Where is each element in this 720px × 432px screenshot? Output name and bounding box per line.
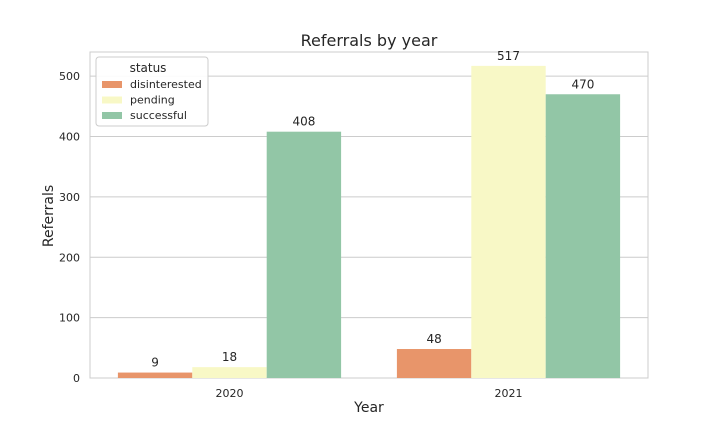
chart-title: Referrals by year	[301, 31, 438, 50]
legend-swatch-disinterested	[102, 81, 122, 88]
y-tick-label: 300	[59, 191, 80, 204]
bar-disinterested-2020	[117, 372, 193, 378]
bar-successful-2021	[545, 94, 621, 378]
legend-label-successful: successful	[130, 109, 187, 122]
data-label: 9	[151, 356, 159, 370]
y-tick-label: 100	[59, 312, 80, 325]
bar-successful-2020	[266, 131, 342, 378]
legend-title: status	[130, 61, 167, 75]
y-axis-title: Referrals	[41, 185, 57, 247]
y-axis: 0 100 200 300 400 500	[59, 70, 80, 385]
x-tick-label: 2021	[495, 387, 523, 400]
data-label: 470	[571, 77, 594, 91]
plot-frame	[89, 51, 649, 379]
x-axis-title: Year	[353, 400, 384, 416]
y-tick-label: 0	[73, 372, 80, 385]
bar-pending-2021	[471, 65, 546, 378]
y-tick-label: 500	[59, 70, 80, 83]
bar-disinterested-2021	[396, 349, 472, 378]
bars-group	[117, 65, 621, 378]
legend-swatch-successful	[102, 112, 122, 119]
data-labels-group: 9 18 408 48 517 470	[151, 49, 594, 370]
legend-box	[95, 56, 209, 127]
legend-label-disinterested: disinterested	[130, 78, 202, 91]
legend-label-pending: pending	[130, 94, 175, 107]
legend-swatch-pending	[102, 96, 122, 104]
data-label: 48	[426, 332, 441, 346]
y-tick-label: 200	[59, 251, 80, 264]
x-tick-label: 2020	[216, 387, 244, 400]
legend: status disinterested pending successful	[95, 56, 209, 127]
bar-pending-2020	[192, 367, 267, 378]
data-label: 18	[222, 350, 237, 364]
y-tick-label: 400	[59, 131, 80, 144]
data-label: 517	[497, 49, 520, 63]
x-axis: 2020 2021	[216, 387, 523, 400]
data-label: 408	[292, 115, 315, 129]
